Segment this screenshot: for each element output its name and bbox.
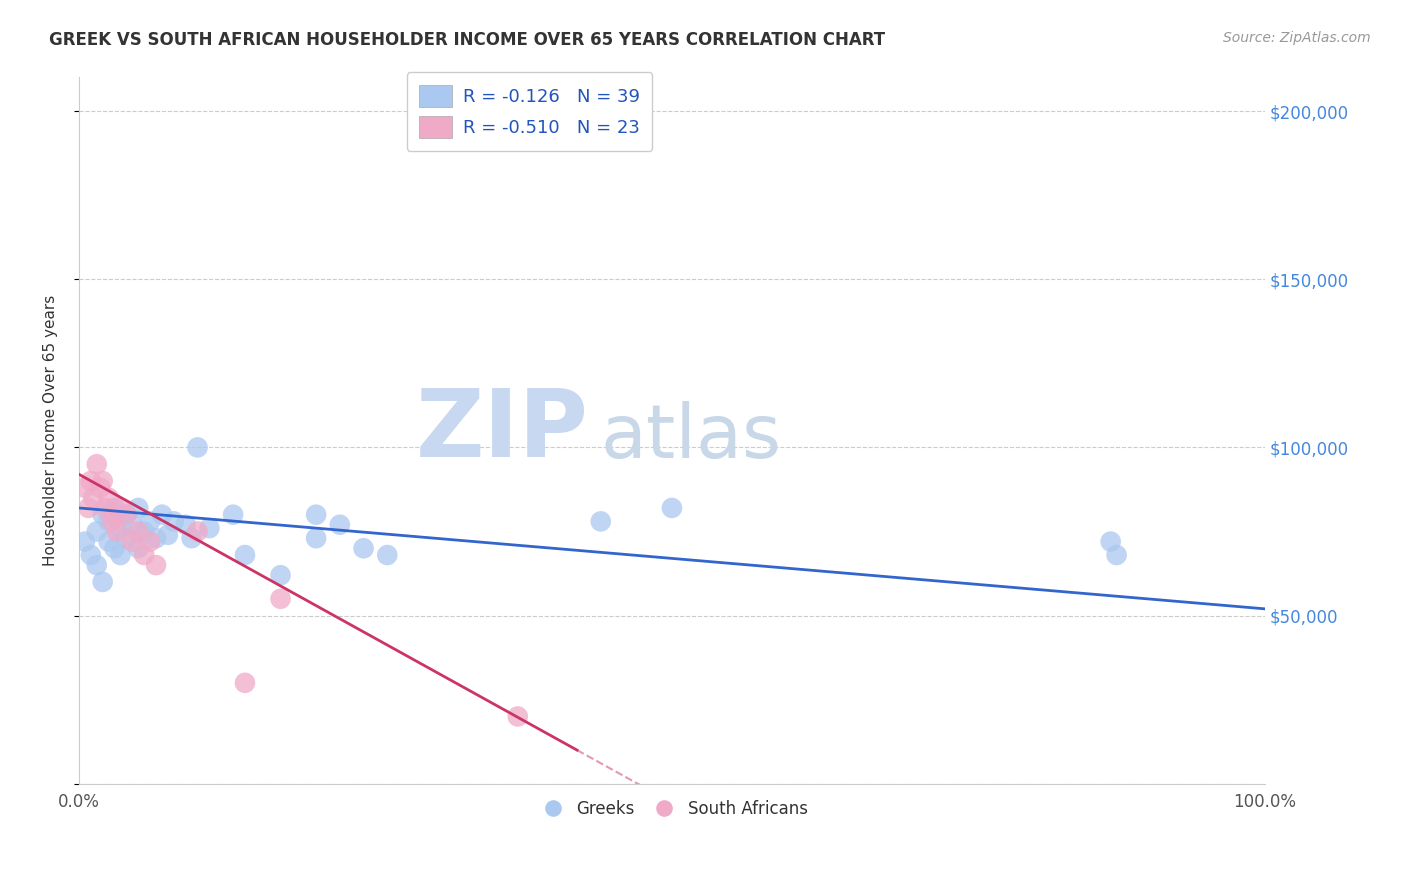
- Legend: Greeks, South Africans: Greeks, South Africans: [530, 794, 814, 825]
- Y-axis label: Householder Income Over 65 years: Householder Income Over 65 years: [44, 295, 58, 566]
- Point: [233, 548, 256, 562]
- Point: [145, 558, 167, 573]
- Point: [222, 508, 245, 522]
- Point: [105, 524, 128, 539]
- Point: [110, 521, 132, 535]
- Text: Source: ZipAtlas.com: Source: ZipAtlas.com: [1223, 31, 1371, 45]
- Point: [89, 481, 111, 495]
- Text: GREEK VS SOUTH AFRICAN HOUSEHOLDER INCOME OVER 65 YEARS CORRELATION CHART: GREEK VS SOUTH AFRICAN HOUSEHOLDER INCOM…: [49, 31, 886, 49]
- Point: [1099, 534, 1122, 549]
- Point: [186, 441, 208, 455]
- Point: [97, 534, 120, 549]
- Point: [115, 508, 138, 522]
- Point: [103, 541, 125, 556]
- Point: [121, 517, 143, 532]
- Point: [121, 534, 143, 549]
- Point: [86, 558, 108, 573]
- Point: [115, 531, 138, 545]
- Text: atlas: atlas: [600, 401, 782, 475]
- Point: [103, 508, 125, 522]
- Point: [139, 515, 162, 529]
- Point: [174, 517, 197, 532]
- Point: [86, 457, 108, 471]
- Point: [270, 591, 292, 606]
- Point: [186, 524, 208, 539]
- Point: [180, 531, 202, 545]
- Point: [86, 524, 108, 539]
- Point: [80, 474, 103, 488]
- Point: [110, 500, 132, 515]
- Point: [375, 548, 398, 562]
- Point: [127, 500, 149, 515]
- Point: [91, 574, 114, 589]
- Point: [127, 524, 149, 539]
- Point: [1105, 548, 1128, 562]
- Point: [305, 508, 328, 522]
- Point: [150, 508, 173, 522]
- Point: [73, 534, 96, 549]
- Point: [101, 515, 124, 529]
- Point: [97, 491, 120, 505]
- Text: ZIP: ZIP: [416, 384, 589, 476]
- Point: [91, 474, 114, 488]
- Point: [103, 500, 125, 515]
- Point: [94, 500, 117, 515]
- Point: [110, 548, 132, 562]
- Point: [661, 500, 683, 515]
- Point: [127, 541, 149, 556]
- Point: [82, 491, 104, 505]
- Point: [305, 531, 328, 545]
- Point: [270, 568, 292, 582]
- Point: [80, 548, 103, 562]
- Point: [134, 548, 156, 562]
- Point: [506, 709, 529, 723]
- Point: [77, 500, 100, 515]
- Point: [589, 515, 612, 529]
- Point: [115, 508, 138, 522]
- Point: [91, 508, 114, 522]
- Point: [73, 481, 96, 495]
- Point: [329, 517, 352, 532]
- Point: [353, 541, 375, 556]
- Point: [163, 515, 186, 529]
- Point: [145, 531, 167, 545]
- Point: [233, 676, 256, 690]
- Point: [139, 534, 162, 549]
- Point: [97, 515, 120, 529]
- Point: [156, 528, 179, 542]
- Point: [198, 521, 221, 535]
- Point: [134, 524, 156, 539]
